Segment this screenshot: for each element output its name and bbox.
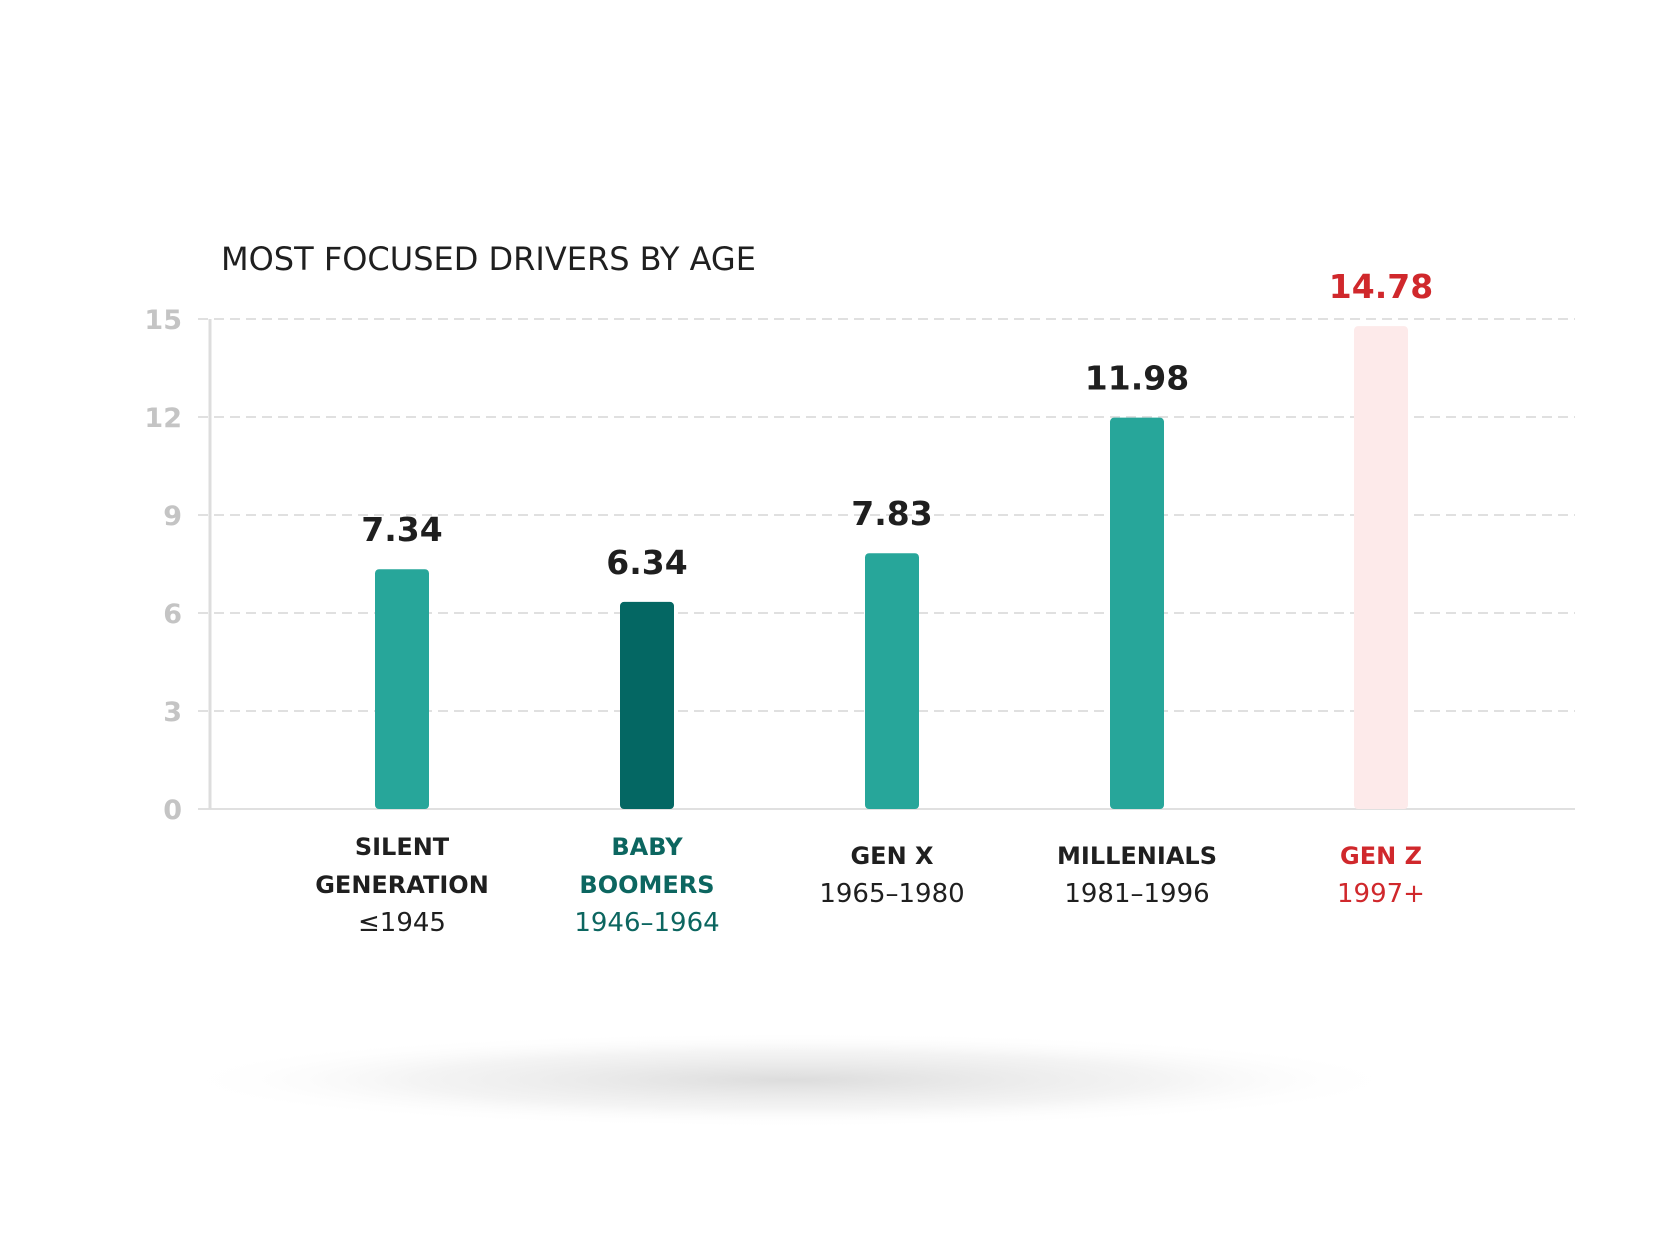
bar-value-label: 6.34 <box>606 543 687 582</box>
bar-value-label: 7.34 <box>361 510 442 549</box>
y-tick-label: 15 <box>144 305 182 336</box>
chart-title: MOST FOCUSED DRIVERS BY AGE <box>221 240 756 278</box>
category-name: SILENT <box>355 833 450 861</box>
category-years: ≤1945 <box>358 908 446 938</box>
labels: 7.34 SILENT GENERATION ≤1945 6.34 BABY BOOMERS… <box>315 267 1433 938</box>
y-tick-label: 12 <box>144 403 182 434</box>
y-tick-label: 6 <box>163 599 182 630</box>
category-name: GENERATION <box>315 871 489 899</box>
category-years: 1981–1996 <box>1064 879 1209 909</box>
bar-value-label: 14.78 <box>1329 267 1433 306</box>
y-tick-label: 9 <box>163 501 182 532</box>
bar <box>620 601 674 809</box>
category-name: MILLENIALS <box>1057 842 1217 870</box>
y-axis: 0 3 6 9 12 15 <box>144 305 212 826</box>
category-years: 1997+ <box>1337 879 1425 909</box>
category-years: 1965–1980 <box>819 879 964 909</box>
y-tick-label: 3 <box>163 697 182 728</box>
bar <box>1354 326 1408 809</box>
bar-value-label: 7.83 <box>851 494 932 533</box>
category-name: GEN X <box>850 842 934 870</box>
bar <box>865 553 919 809</box>
category-years: 1946–1964 <box>574 908 719 938</box>
bars <box>375 326 1408 809</box>
category-name: GEN Z <box>1340 842 1422 870</box>
y-tick-label: 0 <box>163 795 182 826</box>
bar <box>1110 417 1164 809</box>
drop-shadow <box>170 1032 1410 1128</box>
category-name: BOOMERS <box>579 871 714 899</box>
category-name: BABY <box>611 833 683 861</box>
bar <box>375 569 429 809</box>
bar-value-label: 11.98 <box>1085 359 1189 398</box>
